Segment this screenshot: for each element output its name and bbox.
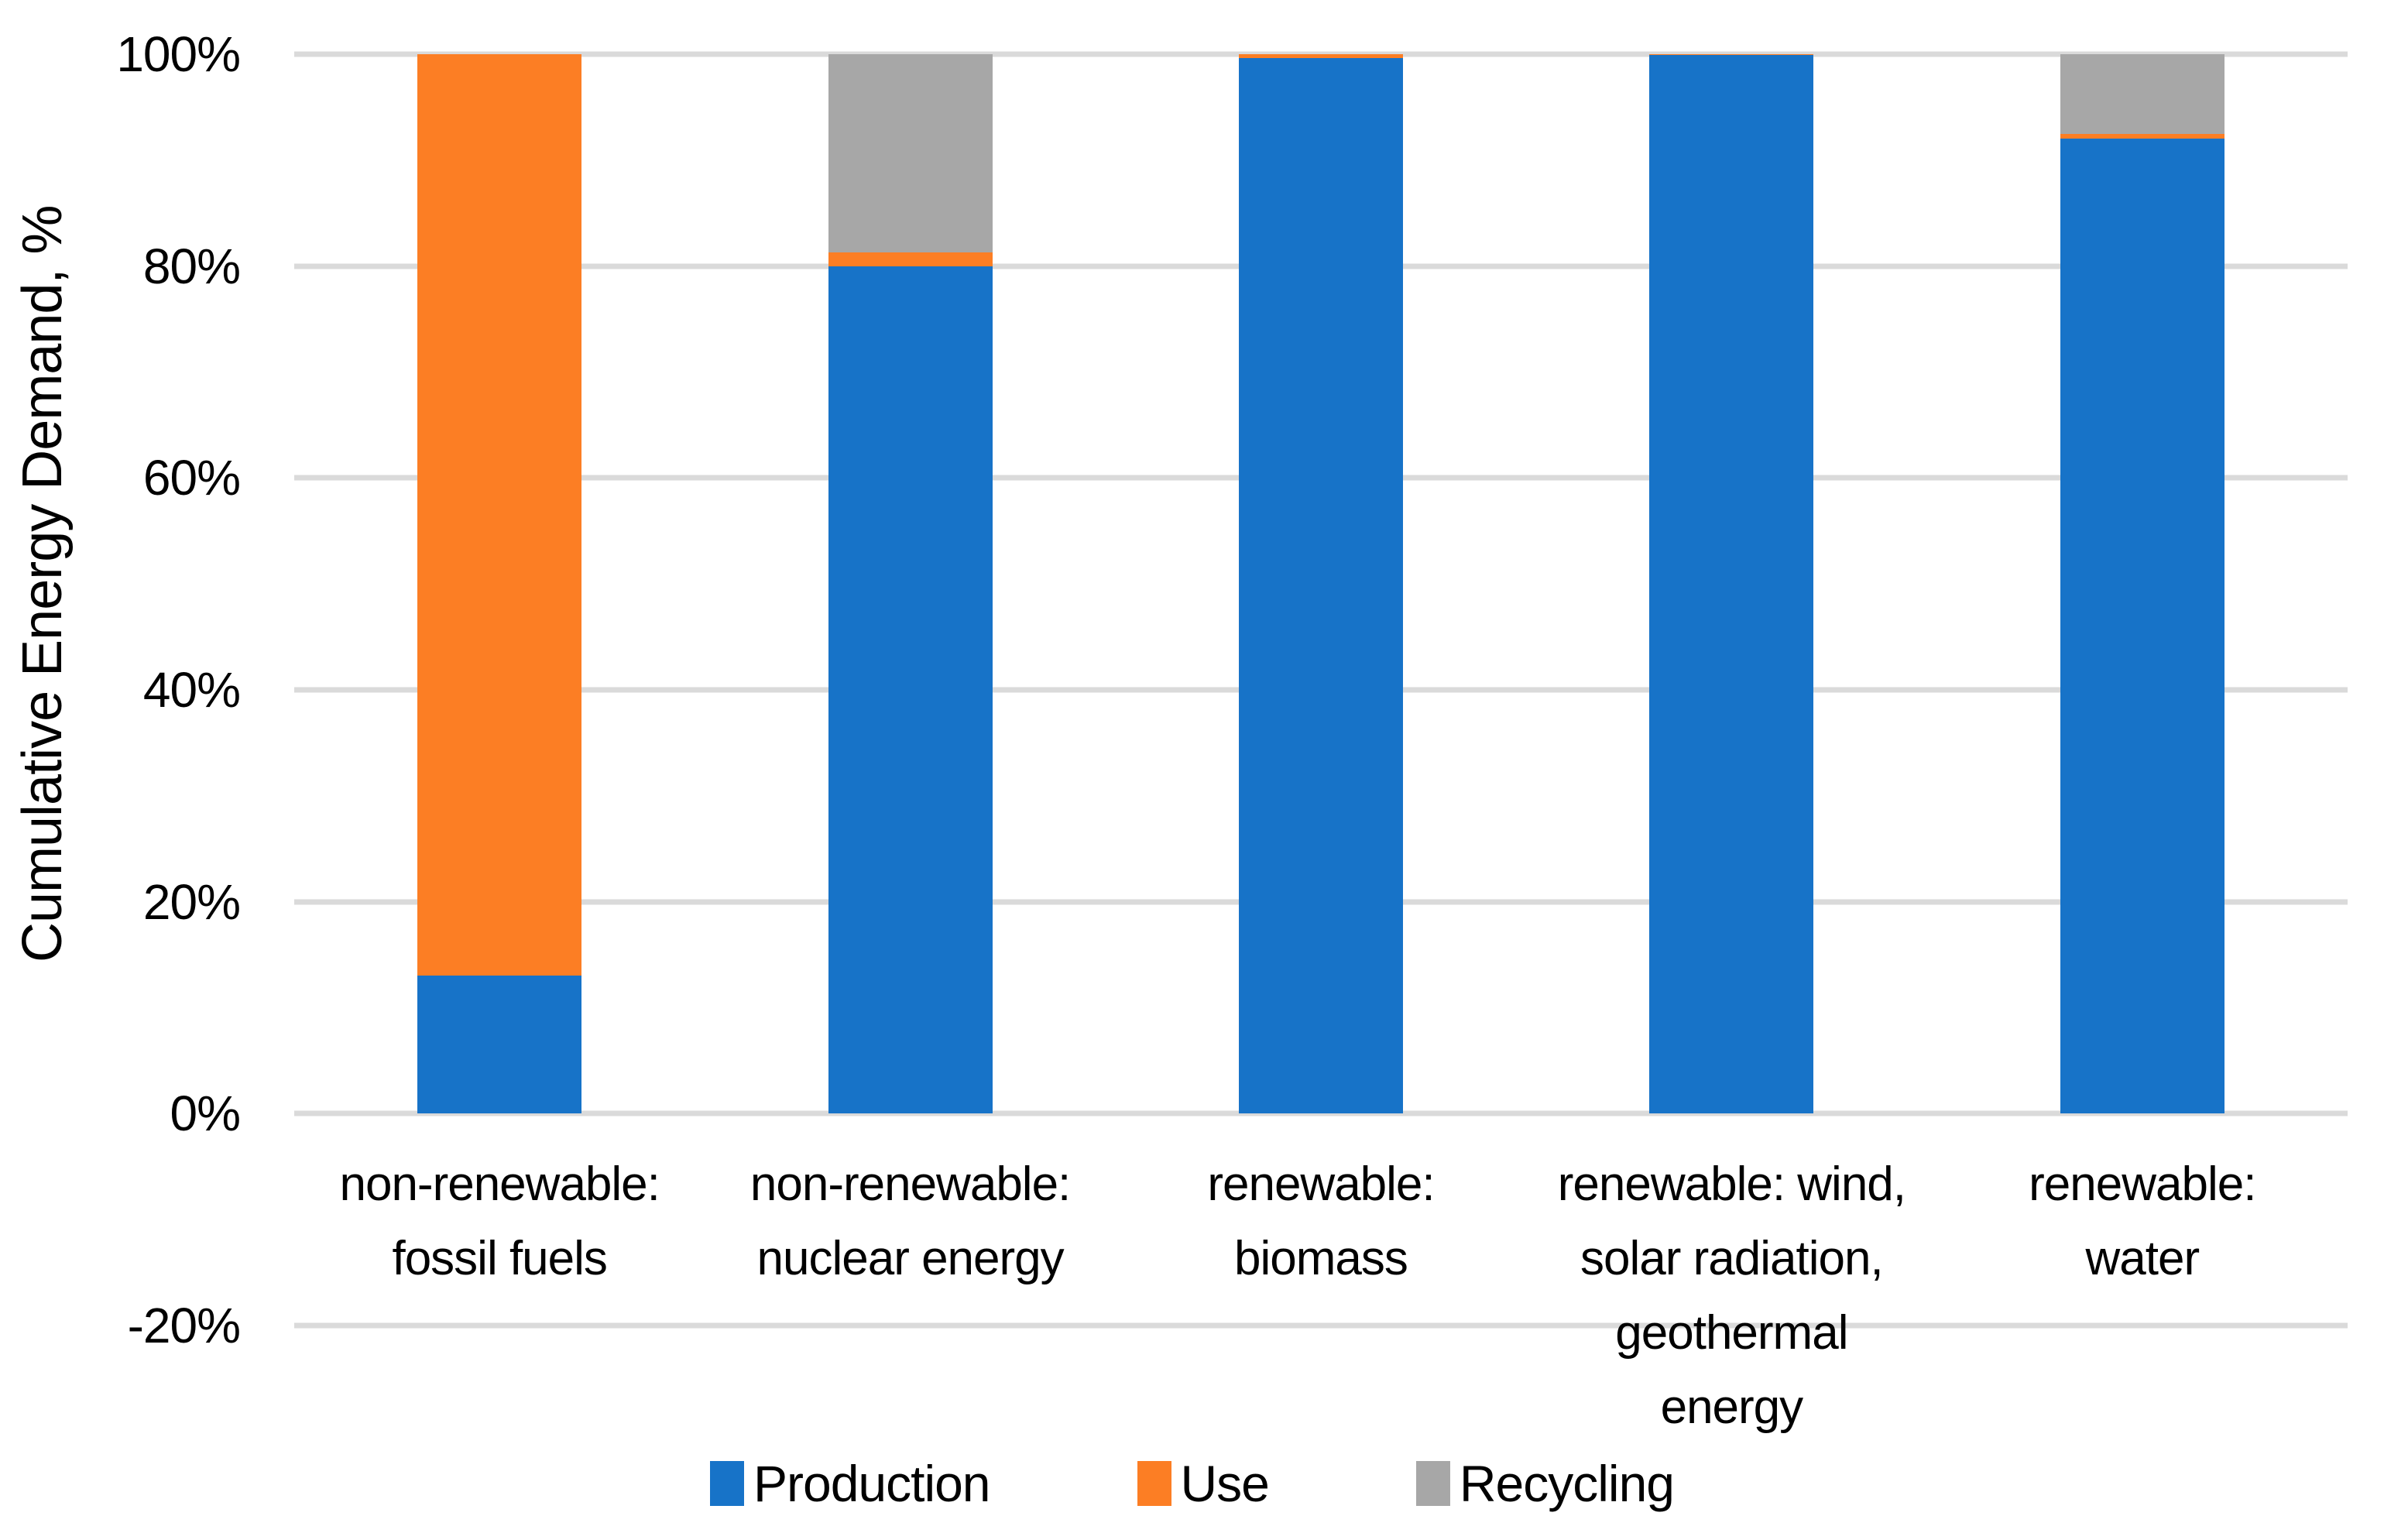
bar-segment-use-category-3 [1649, 54, 1814, 56]
bar-segment-production-category-2 [1238, 58, 1404, 1114]
legend: Production Use Recycling [0, 1454, 2384, 1513]
legend-swatch-use-icon [1137, 1461, 1171, 1506]
bar-segment-use-category-1 [828, 252, 993, 266]
bar-segment-production-category-1 [828, 266, 993, 1114]
bar-segment-recycling-category-4 [2060, 54, 2224, 134]
y-tick-label-80: 80% [142, 238, 241, 294]
x-category-label-3: renewable: wind, solar radiation, geothe… [1557, 1158, 1906, 1435]
bar-segment-production-category-3 [1649, 55, 1814, 1114]
x-category-label-2: renewable: biomass [1207, 1158, 1435, 1286]
legend-label-use: Use [1180, 1455, 1270, 1512]
bar-segment-production-category-4 [2060, 139, 2224, 1114]
y-tick-label-20: 20% [142, 873, 241, 930]
y-tick-label-0: 0% [170, 1086, 241, 1142]
legend-label-recycling: Recycling [1459, 1455, 1675, 1512]
legend-swatch-production-icon [709, 1461, 744, 1506]
y-tick-label-40: 40% [142, 662, 241, 718]
bar-segment-use-category-0 [417, 54, 582, 976]
x-category-label-4: renewable: water [2029, 1158, 2256, 1286]
bar-segment-production-category-0 [417, 976, 582, 1114]
legend-item-production: Production [709, 1454, 991, 1513]
y-tick-label-60: 60% [142, 450, 241, 506]
bar-segment-use-category-2 [1238, 54, 1404, 59]
legend-item-use: Use [1137, 1454, 1270, 1513]
bar-segment-use-category-4 [2060, 133, 2224, 139]
y-axis-title: Cumulative Energy Demand, % [12, 205, 74, 962]
gridline--20 [294, 1322, 2348, 1329]
legend-item-recycling: Recycling [1415, 1454, 1675, 1513]
gridline-100 [294, 51, 2348, 57]
bar-segment-recycling-category-1 [828, 54, 993, 252]
plot-area: 100% 80% 60% 40% 20% 0% -20% non-renewable: fos… [116, 29, 2348, 1434]
x-category-label-0: non-renewable: fossil fuels [339, 1158, 660, 1286]
y-tick-label-100: 100% [116, 26, 241, 82]
x-category-label-1: non-renewable: nuclear energy [750, 1158, 1071, 1286]
legend-swatch-recycling-icon [1415, 1461, 1450, 1506]
legend-label-production: Production [753, 1455, 991, 1512]
y-tick-label--20: -20% [127, 1298, 241, 1353]
